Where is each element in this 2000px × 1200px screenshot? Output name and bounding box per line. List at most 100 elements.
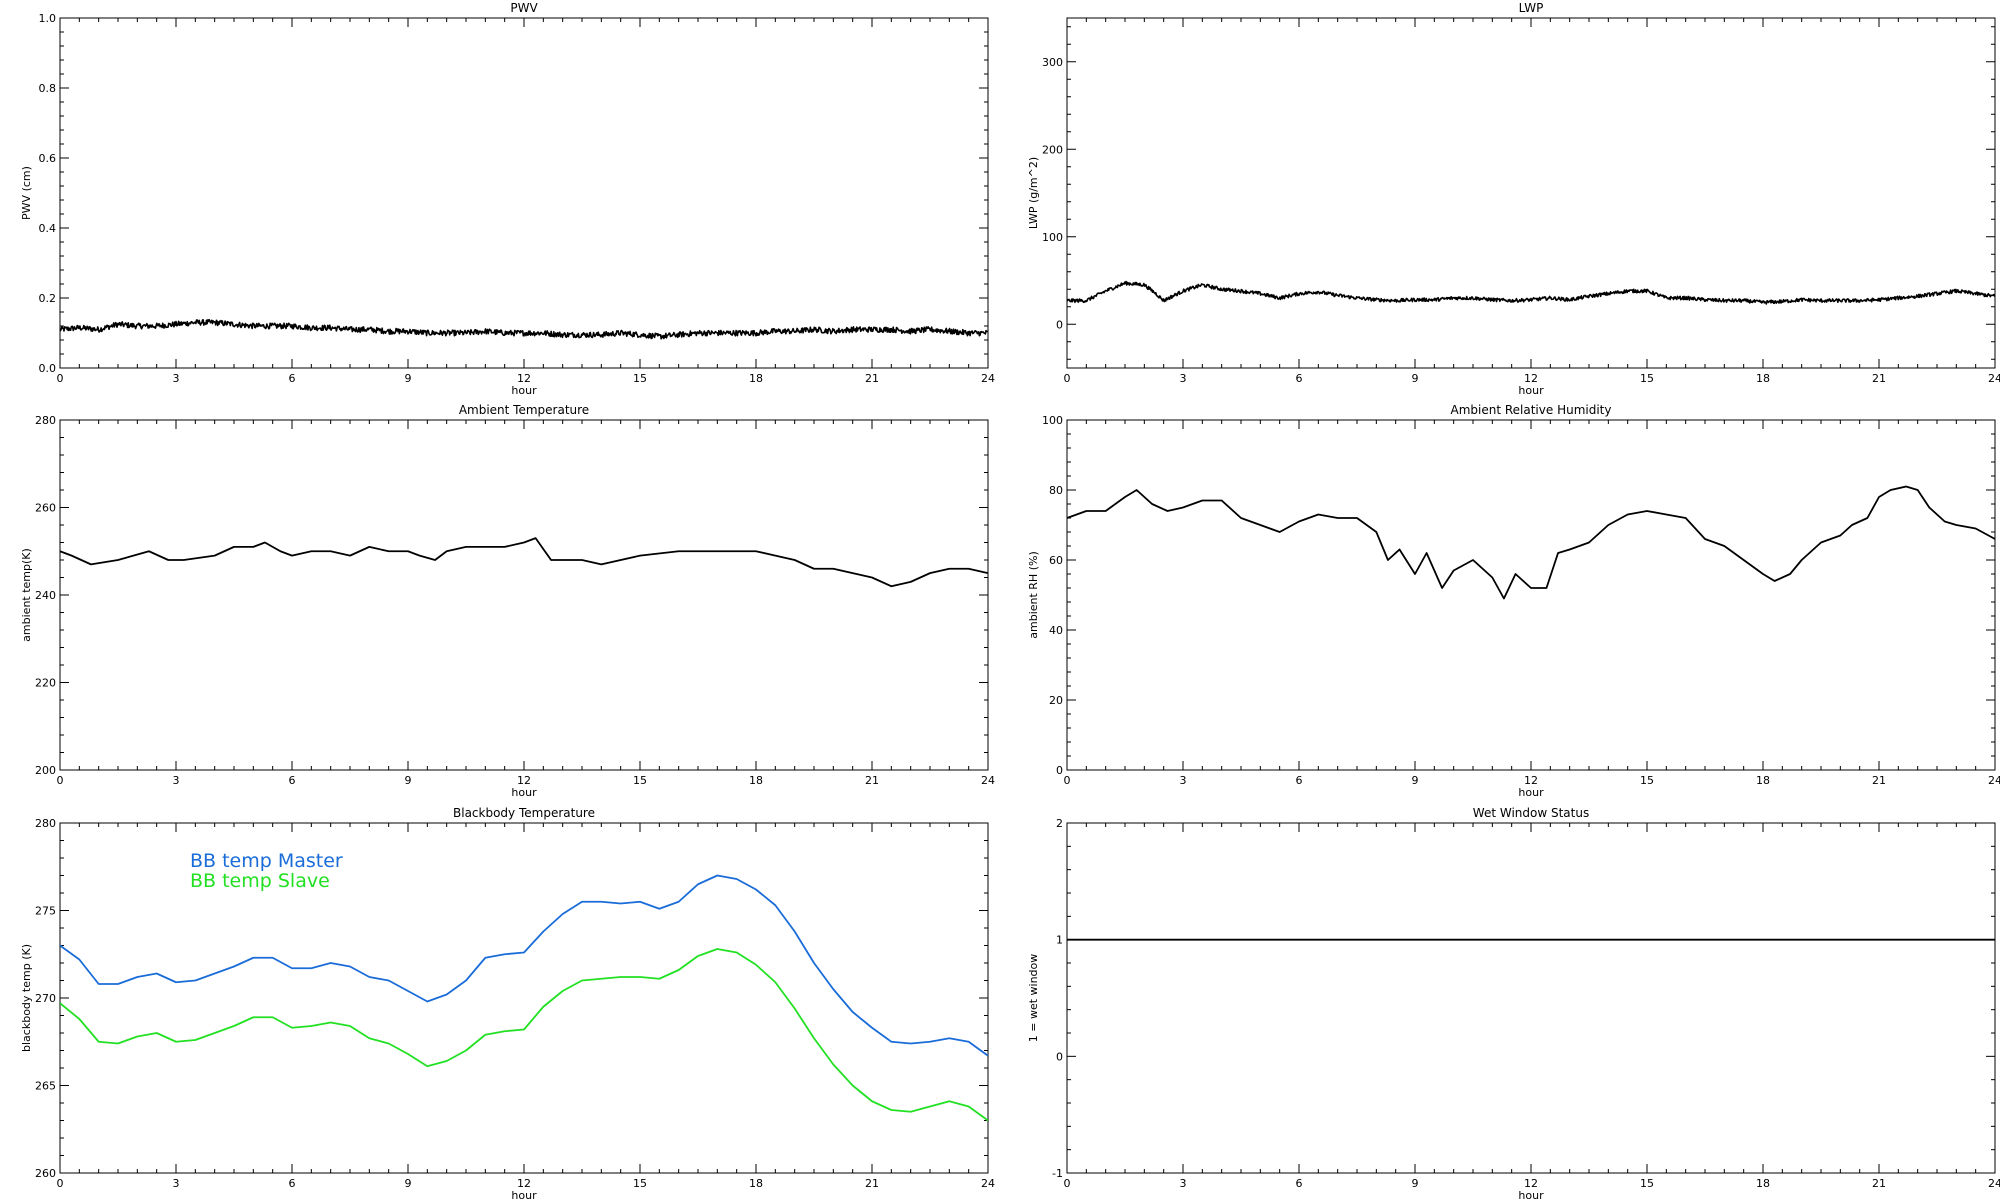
y-tick-label: 300 bbox=[1042, 56, 1063, 69]
x-tick-label: 12 bbox=[517, 1177, 531, 1190]
y-tick-label: 0.0 bbox=[39, 362, 57, 375]
series-line-1 bbox=[1067, 280, 1995, 305]
y-tick-label: 2 bbox=[1056, 817, 1063, 830]
y-tick-label: 240 bbox=[35, 589, 56, 602]
legend-entry: BB temp Master bbox=[190, 850, 343, 872]
x-tick-label: 18 bbox=[749, 774, 763, 787]
y-tick-label: 0.8 bbox=[39, 82, 57, 95]
x-tick-label: 6 bbox=[1296, 372, 1303, 385]
x-tick-label: 3 bbox=[173, 372, 180, 385]
plot-frame bbox=[1066, 17, 1996, 369]
x-axis-label: hour bbox=[1518, 384, 1544, 397]
x-tick-label: 21 bbox=[1872, 1177, 1886, 1190]
y-axis-label: blackbody temp (K) bbox=[20, 944, 33, 1052]
x-tick-label: 12 bbox=[1524, 1177, 1538, 1190]
x-tick-label: 0 bbox=[57, 372, 64, 385]
panel-title: PWV bbox=[510, 1, 538, 15]
x-tick-label: 12 bbox=[1524, 774, 1538, 787]
x-tick-label: 0 bbox=[1064, 372, 1071, 385]
plot-frame bbox=[59, 17, 989, 369]
series-line-1 bbox=[60, 874, 988, 1057]
panel-title: LWP bbox=[1519, 1, 1544, 15]
panel-title: Wet Window Status bbox=[1473, 806, 1589, 820]
x-tick-label: 6 bbox=[289, 1177, 296, 1190]
y-tick-label: 0.6 bbox=[39, 152, 57, 165]
x-tick-label: 9 bbox=[405, 372, 412, 385]
y-tick-label: 260 bbox=[35, 1167, 56, 1180]
y-tick-label: 100 bbox=[1042, 231, 1063, 244]
x-tick-label: 18 bbox=[1756, 1177, 1770, 1190]
x-tick-label: 3 bbox=[1180, 1177, 1187, 1190]
y-tick-label: 200 bbox=[35, 764, 56, 777]
panel-lwp: LWP 0 3 6 9 12 15 18 21 24 hour 0 100 200 300 LWP (g/m^… bbox=[1027, 1, 2000, 397]
x-tick-label: 3 bbox=[173, 774, 180, 787]
x-tick-label: 6 bbox=[1296, 774, 1303, 787]
panel-pwv: PWV 0 3 6 9 12 15 18 21 24 hour 0.0 0.2 0.4 0.6 0.8 1.0 P… bbox=[20, 1, 995, 397]
x-tick-label: 9 bbox=[405, 1177, 412, 1190]
y-axis-label: PWV (cm) bbox=[20, 166, 33, 220]
y-tick-label: 200 bbox=[1042, 143, 1063, 156]
panel-title: Blackbody Temperature bbox=[453, 806, 595, 820]
x-tick-label: 3 bbox=[1180, 774, 1187, 787]
y-tick-label: -1 bbox=[1052, 1167, 1063, 1180]
y-tick-label: 0 bbox=[1056, 764, 1063, 777]
x-tick-label: 24 bbox=[1988, 372, 2000, 385]
x-tick-label: 24 bbox=[1988, 1177, 2000, 1190]
x-tick-label: 15 bbox=[633, 774, 647, 787]
x-tick-label: 9 bbox=[1412, 372, 1419, 385]
x-axis-label: hour bbox=[1518, 786, 1544, 799]
x-tick-label: 9 bbox=[1412, 774, 1419, 787]
panel-title: Ambient Relative Humidity bbox=[1451, 403, 1612, 417]
x-tick-label: 3 bbox=[173, 1177, 180, 1190]
x-tick-label: 0 bbox=[1064, 1177, 1071, 1190]
legend-entry: BB temp Slave bbox=[190, 870, 330, 892]
y-tick-label: 20 bbox=[1049, 694, 1063, 707]
y-tick-label: 1 bbox=[1056, 934, 1063, 947]
x-tick-label: 24 bbox=[981, 774, 995, 787]
x-tick-label: 6 bbox=[289, 774, 296, 787]
panel-bb-temp: Blackbody Temperature 0 3 6 9 12 15 18 21 24 hour 2… bbox=[20, 806, 995, 1200]
panel-title: Ambient Temperature bbox=[459, 403, 589, 417]
y-tick-label: 220 bbox=[35, 677, 56, 690]
x-tick-label: 21 bbox=[1872, 372, 1886, 385]
y-tick-label: 270 bbox=[35, 992, 56, 1005]
x-axis-label: hour bbox=[511, 384, 537, 397]
series-line-1 bbox=[1067, 485, 1995, 600]
x-tick-label: 15 bbox=[633, 372, 647, 385]
y-tick-label: 0.2 bbox=[39, 292, 57, 305]
y-tick-label: 260 bbox=[35, 502, 56, 515]
series-line-2 bbox=[60, 948, 988, 1122]
x-tick-label: 0 bbox=[57, 1177, 64, 1190]
x-tick-label: 15 bbox=[1640, 774, 1654, 787]
panel-ambient-temp: Ambient Temperature 0 3 6 9 12 15 18 21 24 hour 200… bbox=[20, 403, 995, 799]
y-axis-label: LWP (g/m^2) bbox=[1027, 157, 1040, 229]
y-axis-label: 1 = wet window bbox=[1027, 954, 1040, 1043]
x-tick-label: 21 bbox=[865, 372, 879, 385]
x-axis-label: hour bbox=[511, 1189, 537, 1200]
x-tick-label: 9 bbox=[405, 774, 412, 787]
series-line-1 bbox=[60, 318, 988, 340]
x-tick-label: 9 bbox=[1412, 1177, 1419, 1190]
x-tick-label: 24 bbox=[1988, 774, 2000, 787]
x-tick-label: 15 bbox=[1640, 1177, 1654, 1190]
x-axis-label: hour bbox=[511, 786, 537, 799]
x-tick-label: 18 bbox=[749, 372, 763, 385]
y-tick-label: 265 bbox=[35, 1080, 56, 1093]
x-tick-label: 0 bbox=[1064, 774, 1071, 787]
x-tick-label: 24 bbox=[981, 1177, 995, 1190]
plot-frame bbox=[1066, 822, 1996, 1174]
y-tick-label: 275 bbox=[35, 905, 56, 918]
x-tick-label: 24 bbox=[981, 372, 995, 385]
x-tick-label: 15 bbox=[1640, 372, 1654, 385]
x-tick-label: 18 bbox=[1756, 372, 1770, 385]
y-axis-label: ambient RH (%) bbox=[1027, 551, 1040, 639]
y-tick-label: 100 bbox=[1042, 414, 1063, 427]
y-tick-label: 40 bbox=[1049, 624, 1063, 637]
x-tick-label: 18 bbox=[749, 1177, 763, 1190]
y-axis-label: ambient temp(K) bbox=[20, 548, 33, 642]
x-tick-label: 18 bbox=[1756, 774, 1770, 787]
y-tick-label: 280 bbox=[35, 817, 56, 830]
